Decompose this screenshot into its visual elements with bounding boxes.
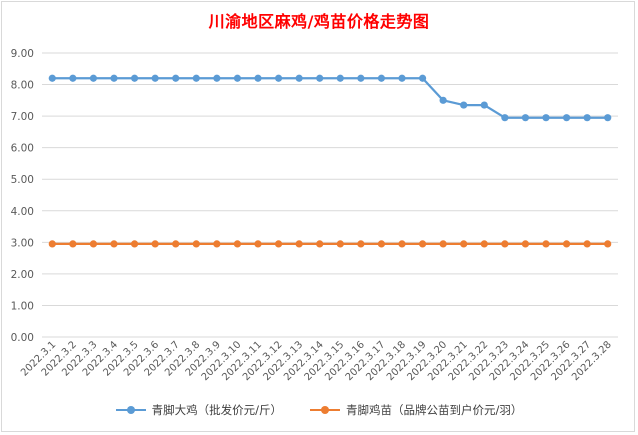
data-point bbox=[542, 240, 550, 248]
data-point bbox=[274, 240, 283, 248]
y-tick-label: 9.00 bbox=[11, 48, 34, 60]
y-tick-label: 0.00 bbox=[11, 332, 34, 344]
data-point bbox=[213, 74, 221, 82]
data-point bbox=[336, 74, 344, 82]
data-point bbox=[233, 240, 242, 248]
data-point bbox=[521, 114, 530, 122]
data-point bbox=[501, 240, 509, 248]
data-point bbox=[583, 240, 591, 248]
legend-line-marker-icon bbox=[115, 405, 146, 415]
legend: 青脚大鸡（批发价元/斤） 青脚鸡苗（品牌公苗到户价元/羽） bbox=[0, 402, 638, 418]
data-point bbox=[233, 74, 242, 82]
data-point bbox=[254, 240, 262, 248]
series-line-1 bbox=[52, 77, 608, 119]
data-point bbox=[192, 74, 200, 82]
data-point bbox=[501, 114, 509, 122]
data-point bbox=[130, 240, 139, 248]
data-point bbox=[295, 240, 303, 248]
data-point bbox=[357, 240, 365, 248]
data-point bbox=[542, 114, 550, 122]
data-point bbox=[439, 240, 447, 248]
data-point bbox=[69, 74, 77, 82]
data-point bbox=[48, 74, 56, 82]
data-point bbox=[460, 240, 468, 248]
y-tick-label: 5.00 bbox=[11, 174, 34, 186]
data-point bbox=[377, 74, 386, 82]
y-tick-label: 3.00 bbox=[11, 237, 34, 249]
y-tick-label: 7.00 bbox=[11, 111, 34, 123]
y-axis-ticks: 0.00 1.00 2.00 3.00 4.00 5.00 6.00 7.00 8.00 9.00 bbox=[11, 48, 34, 344]
y-tick-label: 2.00 bbox=[11, 269, 34, 281]
data-point bbox=[316, 74, 324, 82]
data-point bbox=[336, 240, 344, 248]
data-point bbox=[398, 74, 406, 82]
data-point bbox=[110, 74, 118, 82]
data-point bbox=[110, 240, 118, 248]
data-point bbox=[89, 74, 98, 82]
data-point bbox=[604, 240, 612, 248]
data-point bbox=[418, 74, 427, 82]
data-point bbox=[562, 114, 571, 122]
data-point bbox=[48, 240, 56, 248]
data-point bbox=[377, 240, 386, 248]
data-point bbox=[583, 114, 591, 122]
legend-label: 青脚大鸡（批发价元/斤） bbox=[151, 403, 282, 417]
y-tick-label: 1.00 bbox=[11, 300, 34, 312]
y-tick-label: 6.00 bbox=[11, 143, 34, 155]
data-point bbox=[254, 74, 262, 82]
series-lines bbox=[48, 74, 612, 248]
data-point bbox=[460, 101, 468, 109]
data-point bbox=[172, 74, 180, 82]
data-point bbox=[480, 101, 488, 109]
data-point bbox=[151, 240, 159, 248]
x-axis-ticks: 2022.3.12022.3.22022.3.32022.3.42022.3.5… bbox=[19, 339, 614, 383]
data-point bbox=[89, 240, 98, 248]
data-point bbox=[480, 240, 488, 248]
legend-label: 青脚鸡苗（品牌公苗到户价元/羽） bbox=[346, 403, 523, 417]
data-point bbox=[172, 240, 180, 248]
data-point bbox=[130, 74, 139, 82]
data-point bbox=[151, 74, 159, 82]
legend-item-1: 青脚大鸡（批发价元/斤） bbox=[115, 402, 282, 418]
y-tick-label: 8.00 bbox=[11, 80, 34, 92]
data-point bbox=[418, 240, 427, 248]
data-point bbox=[604, 114, 612, 122]
data-point bbox=[192, 240, 200, 248]
data-point bbox=[316, 240, 324, 248]
chart-title: 川渝地区麻鸡/鸡苗价格走势图 bbox=[208, 12, 430, 31]
data-point bbox=[398, 240, 406, 248]
data-point bbox=[562, 240, 571, 248]
data-point bbox=[521, 240, 530, 248]
data-point bbox=[357, 74, 365, 82]
data-point bbox=[69, 240, 77, 248]
gridlines bbox=[42, 52, 618, 338]
y-tick-label: 4.00 bbox=[11, 206, 34, 218]
legend-item-2: 青脚鸡苗（品牌公苗到户价元/羽） bbox=[310, 402, 522, 418]
legend-line-marker-icon bbox=[310, 405, 340, 415]
data-point bbox=[274, 74, 283, 82]
data-point bbox=[295, 74, 303, 82]
data-point bbox=[439, 96, 447, 104]
data-point bbox=[213, 240, 221, 248]
